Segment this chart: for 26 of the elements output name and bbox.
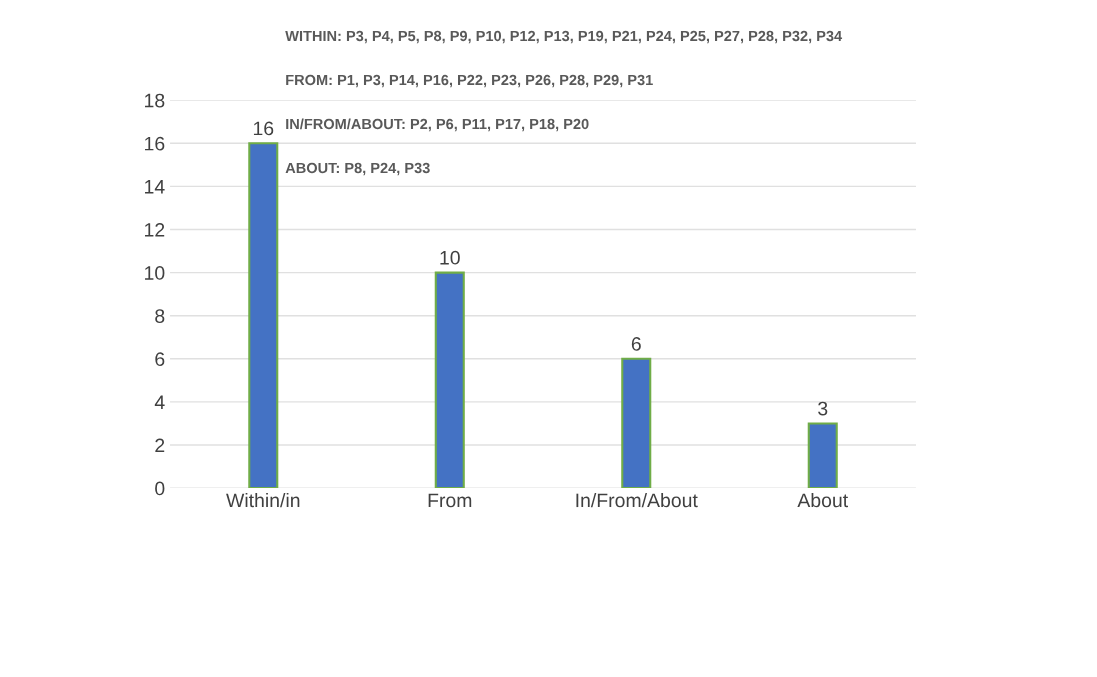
bar xyxy=(807,422,838,489)
x-tick-label: In/From/About xyxy=(576,492,698,508)
data-label: 16 xyxy=(253,121,274,136)
x-tick-label: From xyxy=(428,493,472,508)
x-tick-label: About xyxy=(797,492,849,508)
data-label: 6 xyxy=(631,337,641,351)
data-label: 3 xyxy=(818,401,828,416)
y-tick-label: 2 xyxy=(155,438,165,453)
y-tick-label: 4 xyxy=(154,395,165,409)
y-tick-label: 8 xyxy=(155,309,165,323)
bar xyxy=(434,271,465,489)
y-tick-label: 18 xyxy=(145,93,165,108)
text: FROM: P1, P3, P14, P16, P22, P23, P26, P28, P29, P31 xyxy=(286,74,653,88)
y-tick-label: 6 xyxy=(155,352,165,367)
y-tick-label: 14 xyxy=(145,180,165,194)
text: WITHIN: P3, P4, P5, P8, P9, P10, P12, P13, P19, P21, P24, P25, P27, P28, P32, P34 xyxy=(285,30,843,44)
y-tick-label: 0 xyxy=(155,481,165,496)
x-tick-label: Within/in xyxy=(226,492,300,508)
annotation: IN/FROM/ABOUT: P2, P6, P11, P17, P18, P20 xyxy=(286,118,589,132)
y-tick-label: 12 xyxy=(145,222,165,237)
bar xyxy=(621,357,652,489)
data-label: 10 xyxy=(440,250,460,265)
annotation: ABOUT: P8, P24, P33 xyxy=(285,162,430,176)
bar xyxy=(248,142,279,489)
y-tick-label: 10 xyxy=(145,266,165,280)
y-tick-label: 16 xyxy=(145,136,165,151)
